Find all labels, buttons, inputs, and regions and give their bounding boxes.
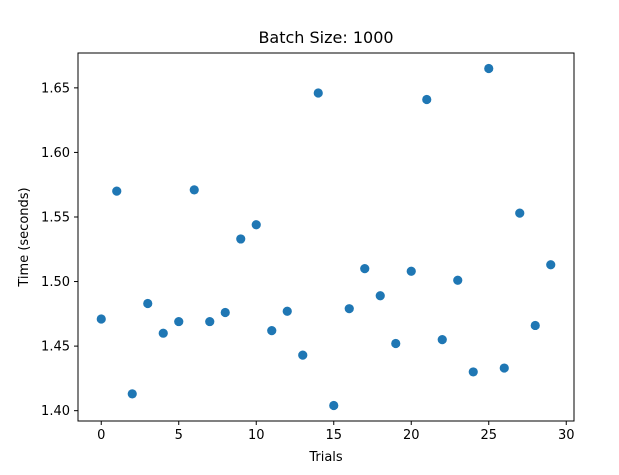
data-point: [112, 186, 122, 196]
x-tick-label: 15: [325, 428, 342, 443]
data-point: [422, 94, 432, 105]
data-point: [251, 220, 261, 230]
chart-title: Batch Size: 1000: [258, 28, 393, 47]
data-point: [515, 208, 525, 218]
data-point: [220, 307, 230, 318]
data-point: [96, 314, 106, 324]
data-point: [205, 316, 215, 327]
data-point: [375, 291, 385, 301]
data-point: [468, 367, 478, 377]
data-point: [546, 260, 556, 270]
data-point: [282, 306, 292, 316]
x-tick-label: 25: [480, 428, 497, 443]
x-axis-label: Trials: [308, 450, 343, 465]
y-axis-ticks: 1.40 1.45 1.50 1.55 1.60 1.65: [41, 81, 78, 419]
data-point: [360, 264, 370, 274]
data-point: [391, 338, 401, 349]
y-tick-label: 1.60: [41, 146, 70, 161]
data-points: [96, 63, 556, 411]
y-tick-label: 1.40: [41, 404, 70, 419]
y-axis-label: Time (seconds): [17, 187, 32, 287]
data-point: [143, 298, 153, 309]
data-point: [453, 275, 463, 285]
data-point: [437, 335, 447, 345]
data-point: [127, 389, 137, 399]
y-tick-label: 1.55: [41, 210, 70, 225]
data-point: [530, 320, 540, 331]
data-point: [174, 316, 184, 327]
data-point: [329, 400, 339, 411]
x-tick-label: 20: [403, 428, 420, 443]
data-point: [484, 63, 494, 74]
data-point: [313, 88, 323, 98]
data-point: [344, 304, 354, 314]
data-point: [499, 363, 509, 373]
y-tick-label: 1.65: [41, 81, 70, 96]
x-tick-label: 0: [97, 428, 105, 443]
data-point: [406, 266, 416, 276]
y-tick-label: 1.45: [41, 340, 70, 355]
x-tick-label: 30: [558, 428, 575, 443]
y-tick-label: 1.50: [41, 275, 70, 290]
x-tick-label: 5: [175, 428, 183, 443]
x-axis-ticks: 0 5 10 15 20 25 30: [97, 421, 575, 443]
plot-frame: [77, 52, 575, 422]
data-point: [236, 234, 246, 244]
data-point: [189, 185, 199, 195]
data-point: [298, 350, 308, 360]
data-point: [158, 328, 168, 338]
x-tick-label: 10: [248, 428, 265, 443]
data-point: [267, 326, 277, 336]
